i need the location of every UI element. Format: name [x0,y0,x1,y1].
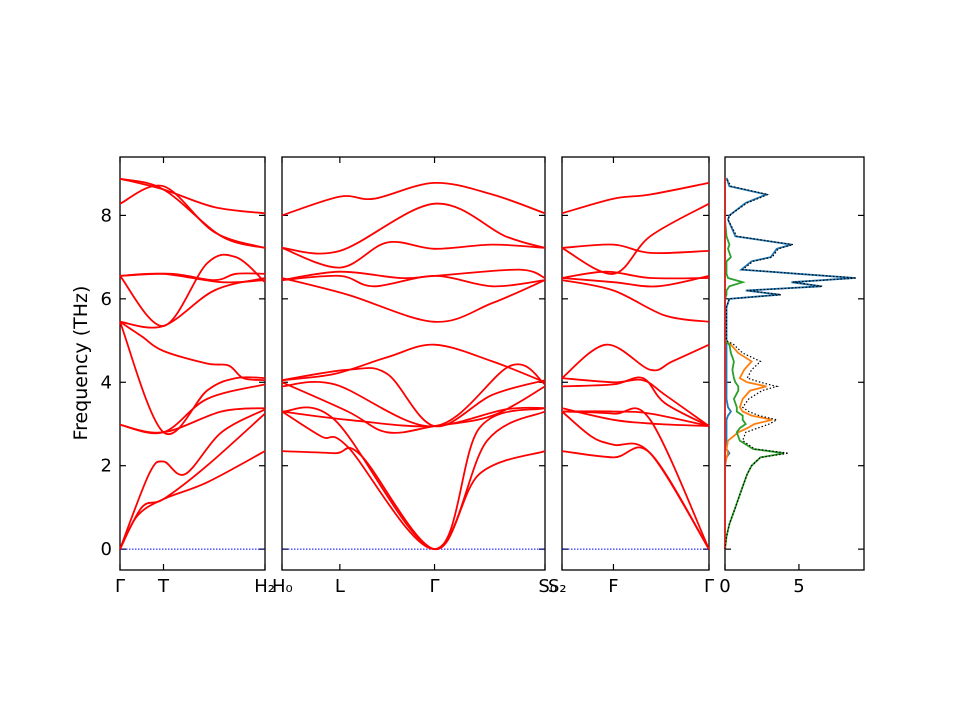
x-tick-label: Γ [430,576,440,597]
phonon-band [119,450,266,550]
x-tick-label: T [157,576,170,597]
phonon-band [561,410,710,550]
phonon-band [281,363,546,428]
x-tick-label: F [608,576,618,597]
phonon-band [119,177,266,215]
x-tick-label: S₂ [548,576,567,597]
phonon-band [281,343,546,384]
band-panel-3 [561,156,710,571]
phonon-band [119,408,266,550]
y-tick-label: 4 [101,372,112,393]
phonon-band [119,184,266,249]
dos-series-2 [724,177,773,550]
band-panel-2 [281,156,546,571]
phonon-band [561,343,710,379]
phonon-band [561,182,710,215]
phonon-band [281,367,546,428]
phonon-band [281,277,546,323]
dos-series-3 [724,177,785,550]
phonon-band [561,407,710,427]
x-tick-label: H₀ [272,576,293,597]
phonon-band [119,412,266,550]
phonon-band [281,202,546,255]
phonon-band [561,407,710,550]
phonon-band [561,377,710,427]
phonon-band [119,177,266,249]
x-tick-label: H₂ [254,576,275,597]
phonon-band [119,321,266,436]
x-tick-label: Γ [115,576,125,597]
phonon-band [281,381,546,434]
phonon-band [281,274,546,288]
y-tick-label: 0 [101,539,112,560]
phonon-band [561,376,710,427]
x-tick-label: L [335,576,345,597]
phonon-band [561,270,710,280]
phonon-band [281,410,546,551]
dos-series-1 [724,177,856,550]
phonon-band [119,383,266,435]
x-tick-label: S₀ [538,576,557,597]
dos-x-tick-label: 5 [793,576,804,597]
y-tick-label: 2 [101,456,112,477]
dos-total [724,177,857,550]
band-panel-1 [119,156,266,571]
phonon-band [561,202,710,275]
y-tick-label: 8 [101,205,112,226]
phonon-band [281,406,546,551]
phonon-band [561,410,710,427]
phonon-band [281,240,546,269]
phonon-band [561,275,710,288]
phonon-band [281,181,546,217]
dos-panel [724,156,865,571]
phonon-band [119,253,266,327]
y-axis-title-group: Frequency (THz) [70,286,92,441]
phonon-band [281,268,546,281]
dos-x-tick-label: 0 [719,576,730,597]
y-tick-label: 6 [101,289,112,310]
phonon-band [119,321,266,382]
phonon-band [561,243,710,255]
phonon-band [281,446,546,551]
y-axis-title: Frequency (THz) [70,286,92,441]
phonon-band [119,272,266,284]
phonon-band [561,279,710,323]
x-tick-label: Γ [704,576,714,597]
